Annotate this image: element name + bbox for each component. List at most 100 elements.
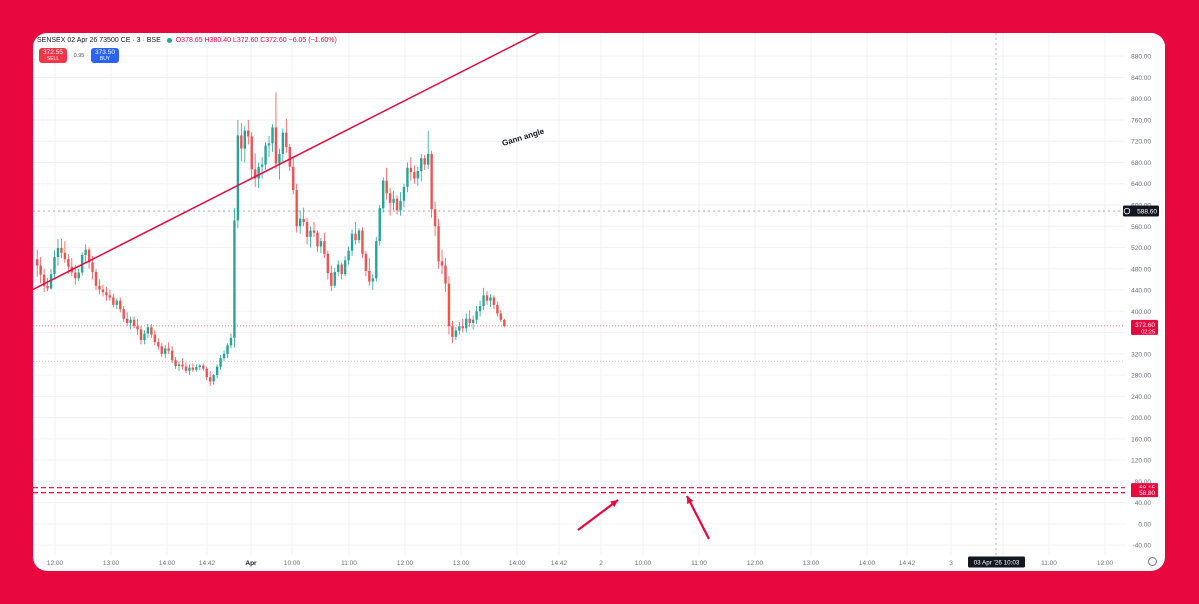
symbol-title[interactable]: SENSEX 02 Apr 26 73500 CE · 3 · BSE — [37, 37, 161, 44]
settings-gear-icon[interactable] — [1148, 557, 1157, 566]
candle — [153, 330, 157, 346]
candle — [482, 287, 485, 311]
candle — [468, 310, 471, 328]
candle — [295, 183, 298, 233]
candle — [458, 321, 461, 335]
candle — [343, 256, 347, 277]
candle — [319, 237, 323, 253]
candle-body — [319, 241, 323, 247]
candle-body — [305, 222, 309, 237]
candle — [105, 286, 108, 301]
bar-countdown-label: 02:25 — [1141, 329, 1155, 335]
candle — [274, 92, 278, 169]
candle-body — [357, 230, 361, 241]
candle-body — [426, 153, 430, 165]
candle-body — [115, 300, 118, 305]
candle-body — [423, 158, 426, 165]
candle — [364, 250, 368, 277]
last-price-tag — [1131, 319, 1158, 335]
candle — [388, 187, 392, 216]
candle-body — [67, 259, 70, 267]
price-tick-label: 0.00 — [1138, 521, 1151, 528]
candle — [253, 153, 257, 187]
sell-price: 372.55 — [43, 49, 63, 56]
add-alert-icon — [1123, 207, 1131, 215]
price-tick-label: 680.00 — [1131, 160, 1151, 167]
price-axis: -40.00 0.00 40.00 80.00 120.00 160.00 200.00 24… — [1123, 33, 1165, 555]
candle — [409, 157, 413, 181]
candle-body — [451, 326, 454, 337]
candle-body — [316, 232, 319, 247]
candle-body — [285, 132, 288, 148]
candle — [146, 324, 150, 338]
time-tick-label: 10:00 — [635, 560, 652, 567]
candle-body — [295, 190, 298, 227]
candle — [243, 125, 246, 163]
candle — [215, 364, 219, 379]
candle — [413, 165, 416, 184]
candle — [281, 128, 285, 163]
candle — [177, 361, 181, 371]
candle-body — [326, 253, 330, 274]
candle — [326, 250, 330, 280]
candle-body — [402, 186, 406, 201]
candle-body — [42, 274, 46, 286]
candle-body — [167, 348, 170, 351]
crosshair-time-tag — [968, 556, 1025, 568]
candle — [406, 162, 409, 193]
candle — [350, 229, 354, 257]
candle-body — [430, 153, 433, 210]
candle — [485, 291, 489, 305]
candle-body — [160, 346, 163, 354]
candle — [292, 157, 295, 195]
time-tick-label: 13:00 — [453, 560, 470, 567]
candle-body — [257, 166, 260, 179]
price-tick-label: 120.00 — [1131, 458, 1151, 465]
candle-body — [139, 329, 143, 341]
candle — [84, 244, 87, 263]
candle — [132, 316, 136, 329]
candle — [382, 177, 385, 213]
candle — [430, 150, 433, 218]
candle — [108, 289, 112, 301]
buy-button[interactable]: 373.50 BUY — [91, 48, 119, 63]
candle — [426, 130, 430, 169]
candle-body — [382, 180, 385, 209]
market-status-dot — [166, 37, 172, 43]
candle — [191, 363, 195, 372]
sell-button[interactable]: 372.55 SELL — [39, 48, 67, 63]
price-tick-label: 400.00 — [1131, 309, 1151, 316]
candle-body — [174, 360, 177, 367]
candle — [222, 350, 226, 362]
candle-body — [364, 253, 368, 271]
time-tick-label: 14:00 — [509, 560, 526, 567]
candle — [305, 217, 309, 245]
candle — [226, 343, 229, 359]
candle — [499, 310, 503, 322]
time-tick-label: 14:42 — [551, 560, 568, 567]
price-tick-label: 80.00 — [1135, 479, 1152, 486]
candle-body — [212, 375, 215, 382]
candle-body — [112, 297, 115, 305]
candle-body — [205, 368, 208, 378]
candle-body — [226, 345, 229, 354]
candle-body — [267, 143, 271, 146]
candle-body — [499, 313, 503, 320]
candle-body — [503, 319, 506, 327]
candle-body — [461, 326, 464, 329]
candle — [475, 305, 478, 325]
candle-body — [343, 260, 347, 275]
candle — [198, 363, 202, 371]
candle-body — [87, 249, 91, 263]
candle-body — [388, 193, 392, 203]
time-tick-label: 12:00 — [747, 560, 764, 567]
chart-card: Gann angle -40.00 0.00 40.00 80.00 120.00 160.… — [33, 33, 1165, 571]
ohlc-values: O378.65 H380.40 L372.60 C372.60 −6.05 (−… — [175, 37, 337, 44]
candle — [402, 183, 406, 208]
candle — [240, 123, 243, 162]
candle-body — [260, 164, 264, 167]
candle — [337, 260, 340, 277]
candle — [63, 241, 67, 263]
price-tick-label: 240.00 — [1131, 394, 1151, 401]
price-chart[interactable]: Gann angle -40.00 0.00 40.00 80.00 120.00 160.… — [33, 33, 1165, 571]
